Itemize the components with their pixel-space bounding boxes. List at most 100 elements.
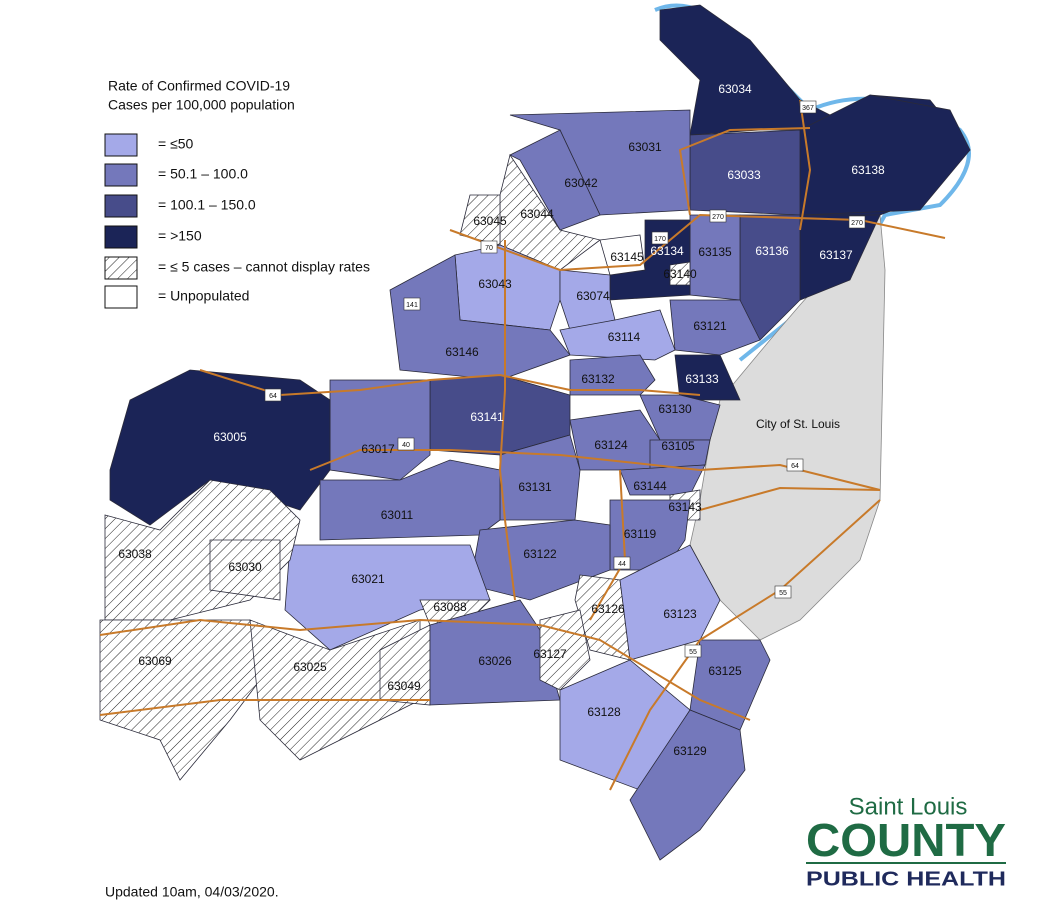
zip-label: 63088 xyxy=(433,600,467,614)
zip-label: 63026 xyxy=(478,654,512,668)
zip-area xyxy=(109,369,331,526)
highway-shield xyxy=(397,437,415,451)
legend-label: = ≤ 5 cases – cannot display rates xyxy=(158,259,370,275)
zip-label: 63105 xyxy=(661,439,695,453)
highway-shield xyxy=(264,388,282,402)
zip-label: 63114 xyxy=(608,330,641,344)
logo-line: Saint Louis xyxy=(849,793,968,820)
highway-shield xyxy=(684,644,702,658)
highway-label: 44 xyxy=(618,561,626,568)
zones xyxy=(99,3,971,861)
zip-label: 63121 xyxy=(693,319,727,333)
zip-label: 63069 xyxy=(138,654,172,668)
zip-label: 63025 xyxy=(293,660,327,674)
zip-area xyxy=(319,459,501,541)
zip-label: 63122 xyxy=(523,547,557,561)
zip-label: 63145 xyxy=(610,250,644,264)
zip-label: 63123 xyxy=(663,607,697,621)
zip-area xyxy=(629,709,746,861)
zip-label: 63049 xyxy=(387,679,421,693)
zip-label: 63038 xyxy=(118,547,152,561)
zip-area xyxy=(389,254,571,381)
zip-area xyxy=(539,609,591,691)
zip-area xyxy=(669,299,761,356)
highway-shield xyxy=(774,585,792,599)
highway-label: 170 xyxy=(654,236,666,243)
zip-label: 63138 xyxy=(851,163,885,177)
zip-label: 63021 xyxy=(351,572,385,586)
zip-label: 63017 xyxy=(361,442,395,456)
zip-label: 63042 xyxy=(564,176,598,190)
legend-swatch xyxy=(104,256,138,280)
zip-label: 63031 xyxy=(628,140,662,154)
legend-swatch xyxy=(104,163,138,187)
labels: City of St. Louis 63034 63138 63137 63033 630… xyxy=(118,82,885,758)
highway-label: 64 xyxy=(269,393,277,400)
highway-shield xyxy=(709,209,727,223)
zip-label: 63074 xyxy=(576,289,610,303)
highway-label: 270 xyxy=(851,220,863,227)
zip-area xyxy=(509,129,601,231)
legend-label: = 100.1 – 150.0 xyxy=(158,197,256,213)
zip-label: 63137 xyxy=(819,248,853,262)
highway-label: 70 xyxy=(485,245,493,252)
zip-area xyxy=(674,354,741,401)
zip-label: 63125 xyxy=(708,664,742,678)
logo-line: PUBLIC HEALTH xyxy=(806,868,1006,890)
zip-label: 63119 xyxy=(624,527,657,541)
zip-label: 63124 xyxy=(594,438,628,452)
highway-shield xyxy=(848,215,866,229)
zip-label: 63129 xyxy=(673,744,707,758)
legend-label: = Unpopulated xyxy=(158,288,249,304)
highway-label: 55 xyxy=(689,649,697,656)
highway-shield xyxy=(651,231,669,245)
zip-label: 63034 xyxy=(718,82,752,96)
logo: Saint Louis COUNTY PUBLIC HEALTH xyxy=(806,793,1006,890)
zip-label: 63130 xyxy=(658,402,692,416)
highway-label: 55 xyxy=(779,590,787,597)
roads xyxy=(99,99,946,791)
legend-title: Cases per 100,000 population xyxy=(108,97,295,113)
legend-swatch xyxy=(104,194,138,218)
zip-area xyxy=(284,544,491,651)
zip-label: 63043 xyxy=(478,277,512,291)
logo-line: COUNTY xyxy=(806,814,1006,866)
legend-swatch xyxy=(104,225,138,249)
zip-label: 63126 xyxy=(591,602,625,616)
zip-label: 63146 xyxy=(445,345,479,359)
zip-area xyxy=(209,539,281,601)
highway-shield xyxy=(613,556,631,570)
highway-label: 40 xyxy=(402,442,410,449)
highway-label: 367 xyxy=(802,105,814,112)
zip-label: 63128 xyxy=(587,705,621,719)
zip-label: 63045 xyxy=(473,214,507,228)
zip-label: 63005 xyxy=(213,430,247,444)
zip-label: 63132 xyxy=(581,372,615,386)
legend-label: = 50.1 – 100.0 xyxy=(158,166,248,182)
zip-area xyxy=(689,639,771,731)
legend-swatch xyxy=(104,285,138,309)
logo-rule xyxy=(806,862,1006,864)
zip-label: 63143 xyxy=(668,500,702,514)
city-label: City of St. Louis xyxy=(756,417,840,431)
zip-area xyxy=(619,544,721,661)
highway-label: 270 xyxy=(712,214,724,221)
zip-label: 63140 xyxy=(663,267,697,281)
zip-area xyxy=(329,379,431,481)
highway-shield xyxy=(403,297,421,311)
zip-label: 63141 xyxy=(470,410,504,424)
zip-label: 63144 xyxy=(633,479,667,493)
highway-label: 64 xyxy=(791,463,799,470)
highway-shield xyxy=(786,458,804,472)
highway-label: 141 xyxy=(406,302,418,309)
zip-area xyxy=(669,261,691,286)
zip-label: 63044 xyxy=(520,207,554,221)
zip-label: 63131 xyxy=(518,480,552,494)
zip-area xyxy=(639,394,721,441)
zip-label: 63136 xyxy=(755,244,789,258)
zip-label: 63011 xyxy=(381,508,414,522)
updated-note: Updated 10am, 04/03/2020. xyxy=(105,884,279,900)
zip-label: 63033 xyxy=(727,168,761,182)
highway-shield xyxy=(799,100,817,114)
